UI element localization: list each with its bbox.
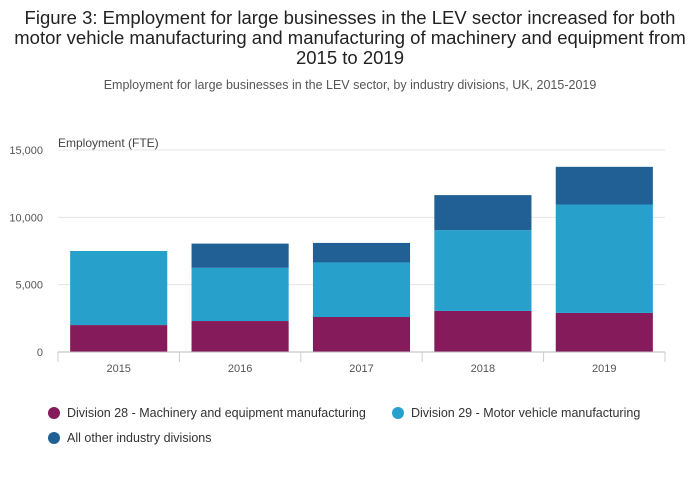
bar-segment-2-2017[interactable] xyxy=(312,262,411,317)
legend-swatch xyxy=(48,432,60,444)
bar-segment-3-2017[interactable] xyxy=(312,242,411,263)
bar-segment-1-2019[interactable] xyxy=(555,312,653,352)
legend-label: Division 29 - Motor vehicle manufacturin… xyxy=(411,406,641,420)
chart-subtitle: Employment for large businesses in the L… xyxy=(103,78,597,92)
bar-segment-3-2018[interactable] xyxy=(434,195,532,231)
legend-item[interactable]: All other industry divisions xyxy=(48,431,212,445)
legend-item[interactable]: Division 29 - Motor vehicle manufacturin… xyxy=(392,406,640,420)
y-axis-label: Employment (FTE) xyxy=(58,136,159,150)
x-tick-label: 2017 xyxy=(349,363,373,375)
bar-segment-1-2017[interactable] xyxy=(312,316,411,352)
bar-segment-2-2019[interactable] xyxy=(555,204,653,313)
y-tick-label: 15,000 xyxy=(9,145,43,157)
x-tick-label: 2015 xyxy=(106,363,130,375)
y-tick-label: 5,000 xyxy=(15,280,43,292)
legend-label: All other industry divisions xyxy=(67,431,212,445)
bar-segment-2-2018[interactable] xyxy=(434,230,532,311)
y-tick-label: 0 xyxy=(37,347,43,359)
bar-segment-1-2016[interactable] xyxy=(191,321,289,352)
x-tick-label: 2018 xyxy=(471,363,495,375)
legend-swatch xyxy=(392,407,404,419)
x-tick-label: 2019 xyxy=(592,363,616,375)
bar-segment-2-2016[interactable] xyxy=(191,267,289,322)
bar-segment-3-2019[interactable] xyxy=(555,166,653,205)
bar-segment-1-2018[interactable] xyxy=(434,310,532,352)
y-tick-label: 10,000 xyxy=(9,212,43,224)
legend-label: Division 28 - Machinery and equipment ma… xyxy=(67,406,366,420)
x-tick-label: 2016 xyxy=(228,363,252,375)
legend-item[interactable]: Division 28 - Machinery and equipment ma… xyxy=(48,406,366,420)
chart-title: Figure 3: Employment for large businesse… xyxy=(14,7,686,68)
legend-swatch xyxy=(48,407,60,419)
bar-segment-1-2015[interactable] xyxy=(70,325,168,352)
bar-segment-3-2016[interactable] xyxy=(191,243,289,268)
bar-segment-2-2015[interactable] xyxy=(70,251,168,326)
